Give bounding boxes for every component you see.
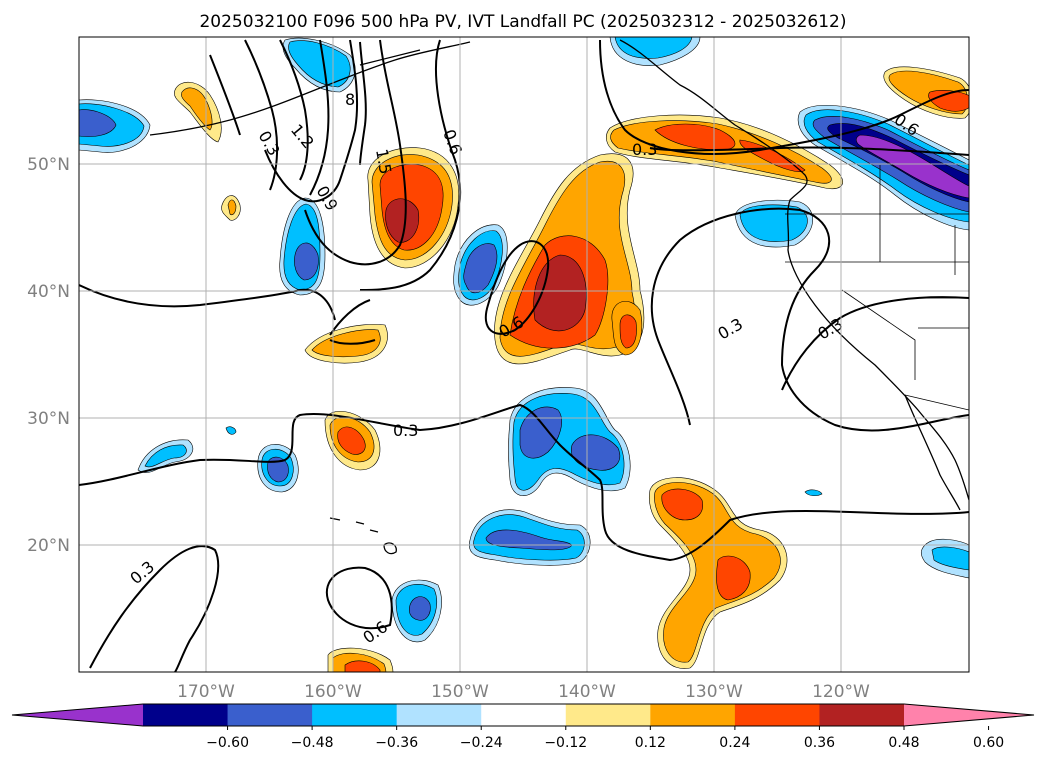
lon-label-150w: 150°W: [431, 682, 489, 702]
colorbar-tick-label: −0.48: [291, 735, 334, 751]
hawaii-islands: [329, 517, 397, 555]
colorbar-extend-min: [12, 704, 143, 726]
colorbar: −0.60 −0.48 −0.36 −0.24 −0.12 0.12 0.24 0.36 0.4…: [11, 703, 1035, 751]
lon-label-130w: 130°W: [685, 682, 743, 702]
lat-label-50n: 50°N: [27, 155, 70, 175]
colorbar-tick-label: 0.24: [719, 735, 750, 751]
positive-anomalies: [174, 66, 969, 672]
svg-text:0.3: 0.3: [632, 140, 657, 159]
colorbar-tick-label: −0.36: [375, 735, 418, 751]
colorbar-tick-label: 0.12: [635, 735, 666, 751]
map-frame: [78, 36, 970, 673]
colorbar-segment: [143, 704, 229, 726]
colorbar-segment: [819, 704, 905, 726]
gridlines: [79, 37, 969, 672]
colorbar-tick-label: −0.24: [460, 735, 503, 751]
colorbar-extend-max: [904, 704, 1034, 726]
longitude-labels: 170°W 160°W 150°W 140°W 130°W 120°W: [177, 682, 870, 702]
latitude-labels: 20°N 30°N 40°N 50°N: [27, 155, 70, 556]
colorbar-tick-label: −0.60: [206, 735, 249, 751]
colorbar-segment: [734, 704, 820, 726]
map-area: 0.3 0.9 1.2 1.5 8 0.6 0.3 0.6 0.3 0.3 0.…: [79, 37, 969, 672]
svg-text:8: 8: [345, 90, 355, 109]
lon-label-170w: 170°W: [177, 682, 235, 702]
colorbar-tick-label: 0.60: [973, 735, 1004, 751]
colorbar-tick-label: 0.36: [804, 735, 835, 751]
lat-label-20n: 20°N: [27, 536, 70, 556]
colorbar-segment: [481, 704, 567, 726]
colorbar-segment: [650, 704, 736, 726]
svg-text:1.5: 1.5: [372, 147, 395, 175]
lon-label-160w: 160°W: [304, 682, 362, 702]
colorbar-tick-label: −0.12: [544, 735, 587, 751]
svg-text:0.3: 0.3: [393, 421, 418, 440]
lon-label-140w: 140°W: [558, 682, 616, 702]
figure-title: 2025032100 F096 500 hPa PV, IVT Landfall…: [199, 12, 846, 32]
lon-label-120w: 120°W: [812, 682, 870, 702]
colorbar-segment: [565, 704, 651, 726]
colorbar-segment: [312, 704, 398, 726]
colorbar-tick-label: 0.48: [888, 735, 919, 751]
colorbar-segment: [227, 704, 313, 726]
lat-label-40n: 40°N: [27, 282, 70, 302]
colorbar-segment: [396, 704, 482, 726]
lat-label-30n: 30°N: [27, 409, 70, 429]
